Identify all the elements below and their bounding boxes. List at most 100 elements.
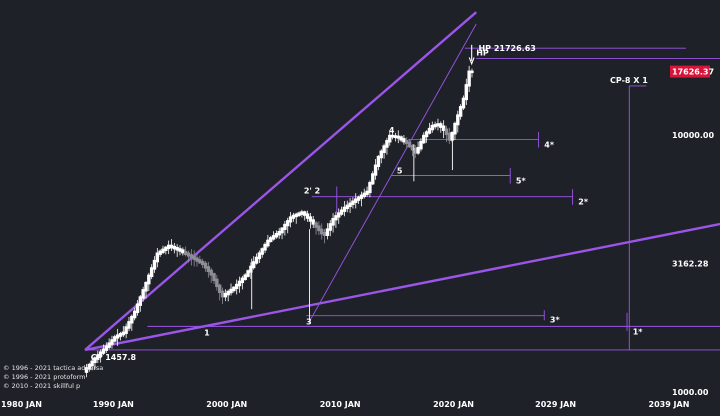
candle-body	[110, 339, 114, 345]
candle-body	[237, 280, 242, 287]
candle-body	[314, 222, 318, 228]
candle-body	[388, 134, 392, 143]
candle-body	[158, 250, 162, 255]
candle-body	[84, 367, 89, 373]
candle-body	[297, 212, 301, 216]
candle-body	[379, 150, 383, 159]
copyright-line: © 1996 - 2021 tactica adversa	[3, 364, 103, 372]
candle-body	[464, 84, 468, 101]
candle-body	[178, 248, 182, 252]
candle-body	[413, 148, 417, 154]
candle-body	[209, 269, 213, 276]
candle-body	[246, 270, 250, 277]
x-axis: 1980 JAN 1990 JAN 2000 JAN 2010 JAN 2020 JAN…	[1, 400, 689, 409]
candle-body	[441, 125, 446, 131]
candle-body	[308, 216, 313, 222]
candle-body	[444, 128, 449, 136]
candle-body	[115, 334, 120, 339]
candle-body	[354, 198, 358, 203]
candle-body	[206, 266, 211, 273]
candle-body	[141, 289, 145, 299]
candle-body	[351, 200, 355, 205]
candle-body	[348, 202, 352, 208]
point-3-label: 3	[306, 318, 312, 327]
candle-body	[373, 164, 378, 176]
candle-body	[215, 278, 219, 288]
candle-body	[322, 231, 327, 236]
candle-body	[396, 135, 400, 139]
candle-body	[186, 252, 191, 257]
candle-body	[320, 228, 324, 235]
candle-body	[269, 237, 273, 243]
target-5-label: 5*	[516, 177, 527, 186]
candle-body	[382, 145, 386, 153]
candle-body	[130, 315, 134, 324]
candle-body	[283, 223, 287, 230]
candle-body	[470, 70, 474, 74]
candle-body	[467, 70, 471, 87]
copyright-block: © 1996 - 2021 tactica adversa © 1996 - 2…	[3, 364, 103, 390]
candle-body	[124, 326, 128, 334]
x-tick-label: 1980 JAN	[1, 400, 42, 409]
candle-body	[365, 190, 369, 196]
upper-trendline	[84, 11, 478, 351]
candle-body	[223, 292, 228, 298]
candle-body	[430, 124, 434, 131]
candle-body	[439, 123, 443, 128]
candle-body	[368, 182, 372, 194]
candle-body	[181, 249, 185, 254]
candle-body	[189, 254, 194, 259]
candle-body	[453, 122, 457, 135]
inner-trendline	[308, 23, 477, 324]
x-tick-label: 2029 JAN	[535, 400, 576, 409]
candle-body	[280, 227, 284, 234]
candle-body	[376, 155, 381, 167]
x-tick-label: 1990 JAN	[93, 400, 134, 409]
candle-body	[152, 259, 157, 270]
candle-body	[132, 310, 137, 319]
target-2-label: 2*	[578, 198, 589, 207]
candle-body	[155, 252, 160, 263]
candle-body	[127, 321, 131, 329]
candle-body	[226, 290, 230, 296]
candle-body	[203, 262, 208, 269]
candle-body	[288, 216, 293, 223]
candle-body	[402, 138, 406, 143]
candle-body	[356, 196, 361, 201]
candle-body	[325, 228, 330, 236]
candle-body	[93, 357, 97, 363]
candle-body	[305, 213, 310, 219]
candle-body	[249, 265, 253, 273]
candle-body	[254, 256, 259, 264]
candle-body	[436, 123, 440, 127]
candle-body	[118, 332, 123, 337]
candle-body	[113, 336, 117, 342]
candle-body	[195, 257, 199, 262]
x-tick-label: 2010 JAN	[320, 400, 361, 409]
candle-body	[229, 288, 233, 294]
candle-body	[405, 139, 409, 145]
candle-body	[260, 248, 264, 255]
current-price-label: 17626.37	[672, 68, 714, 77]
copyright-line: © 2010 - 2021 skillful p	[3, 382, 80, 390]
point-2-label: 2' 2	[304, 187, 320, 196]
candle-body	[135, 303, 140, 314]
lower-trendline	[84, 222, 720, 352]
x-tick-label: 2000 JAN	[206, 400, 247, 409]
candle-body	[257, 252, 262, 260]
candle-body	[291, 214, 296, 219]
y-tick-label: 10000.00	[672, 131, 714, 140]
candle-body	[277, 230, 281, 236]
candle-body	[393, 135, 398, 139]
candle-body	[200, 260, 205, 266]
candle-body	[407, 141, 412, 148]
candle-body	[447, 132, 451, 141]
candle-body	[138, 296, 143, 306]
candle-body	[399, 136, 403, 141]
candle-body	[422, 134, 426, 144]
candle-body	[303, 211, 307, 216]
down-arrow-icon	[468, 57, 475, 66]
candle-body	[96, 354, 100, 360]
